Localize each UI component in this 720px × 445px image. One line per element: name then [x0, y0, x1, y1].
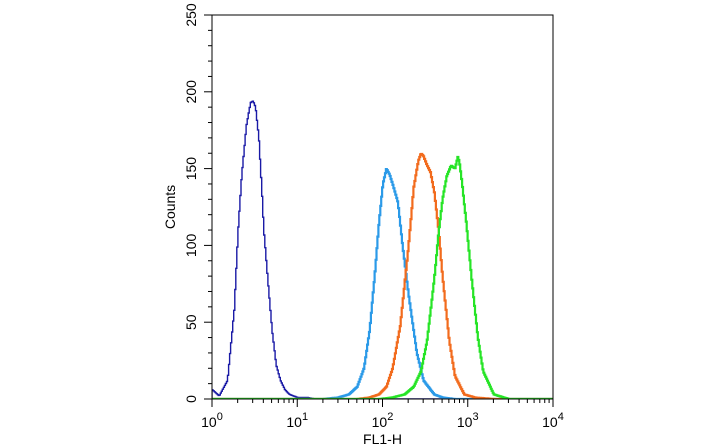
- series-line: [212, 155, 553, 399]
- x-tick-exponent: 3: [472, 411, 478, 423]
- x-tick-base: 10: [542, 414, 558, 430]
- x-tick-exponent: 1: [302, 411, 308, 423]
- y-tick-label: 200: [183, 80, 199, 104]
- x-axis-title: FL1-H: [363, 431, 402, 445]
- x-tick-exponent: 4: [558, 411, 564, 423]
- series-line: [212, 168, 553, 399]
- y-tick-label: 250: [183, 3, 199, 27]
- x-tick-base: 10: [372, 414, 388, 430]
- x-tick-label: 100: [201, 411, 223, 430]
- x-tick-base: 10: [201, 414, 217, 430]
- y-tick-label: 100: [183, 234, 199, 258]
- x-tick-label: 104: [542, 411, 564, 430]
- y-tick-label: 0: [183, 395, 199, 403]
- x-tick-exponent: 0: [217, 411, 223, 423]
- x-tick-label: 103: [457, 411, 479, 430]
- series-layer: [212, 100, 553, 399]
- y-tick-label: 150: [183, 157, 199, 181]
- x-tick-label: 101: [286, 411, 308, 430]
- y-tick-label: 50: [183, 314, 199, 330]
- series-line: [212, 100, 553, 399]
- series-line: [212, 152, 553, 399]
- x-tick-base: 10: [457, 414, 473, 430]
- x-tick-label: 102: [372, 411, 394, 430]
- x-tick-base: 10: [286, 414, 302, 430]
- y-axis-title: Counts: [162, 185, 178, 229]
- x-tick-exponent: 2: [387, 411, 393, 423]
